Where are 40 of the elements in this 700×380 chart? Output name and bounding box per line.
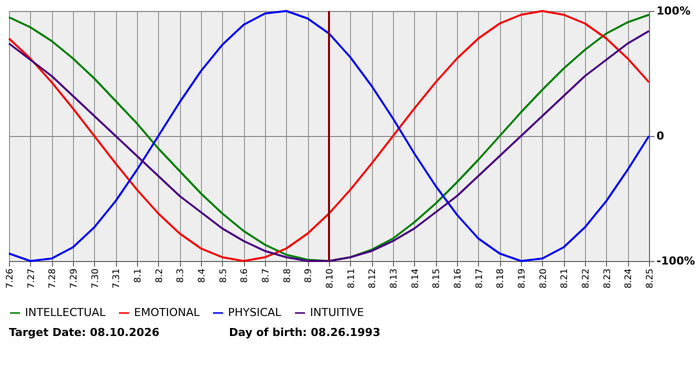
y-tick-label: -100% <box>656 254 696 268</box>
x-tick-label: 8.14 <box>410 268 421 289</box>
x-tick-label: 7.26 <box>6 268 16 289</box>
y-tick-label: 0 <box>656 130 664 142</box>
x-tick-label: 8.2 <box>154 268 165 283</box>
x-tick-label: 8.9 <box>304 268 314 283</box>
legend-label: EMOTIONAL <box>134 306 200 319</box>
x-tick-label: 8.12 <box>368 268 378 289</box>
legend-label: PHYSICAL <box>228 306 282 319</box>
x-tick-label: 8.24 <box>624 268 634 289</box>
legend-label: INTUITIVE <box>310 306 364 319</box>
text: Target Date: 08.10.2026 <box>9 326 160 339</box>
text: Day of birth: 08.26.1993 <box>229 326 380 339</box>
x-tick-label: 8.19 <box>518 268 528 289</box>
x-tick-label: 8.16 <box>454 268 464 289</box>
x-tick-label: 7.28 <box>48 268 58 289</box>
x-tick-label: 8.8 <box>282 268 293 283</box>
x-tick-label: 8.11 <box>346 268 357 289</box>
legend-label: INTELLECTUAL <box>25 306 106 319</box>
x-tick-label: 8.13 <box>390 268 400 289</box>
x-tick-label: 8.23 <box>602 268 613 289</box>
y-tick-label: 100% <box>656 4 690 18</box>
x-tick-label: 8.7 <box>262 268 272 283</box>
x-tick-label: 8.3 <box>176 268 186 283</box>
x-tick-label: 8.1 <box>134 268 144 283</box>
x-tick-label: 8.4 <box>198 268 208 283</box>
x-tick-label: 7.31 <box>112 268 122 289</box>
x-tick-label: 8.5 <box>218 268 229 283</box>
x-tick-label: 8.21 <box>560 268 570 289</box>
x-tick-label: 7.30 <box>90 268 101 289</box>
x-tick-label: 7.27 <box>26 268 37 289</box>
x-tick-label: 7.29 <box>70 268 80 289</box>
x-tick-label: 8.15 <box>432 268 442 289</box>
x-tick-label: 8.6 <box>240 268 250 283</box>
x-tick-label: 8.22 <box>582 268 592 289</box>
x-tick-label: 8.18 <box>496 268 506 289</box>
x-tick-label: 8.17 <box>474 268 485 289</box>
x-tick-label: 8.25 <box>646 268 656 289</box>
x-tick-label: 8.20 <box>538 268 549 289</box>
x-tick-label: 8.10 <box>326 268 336 289</box>
